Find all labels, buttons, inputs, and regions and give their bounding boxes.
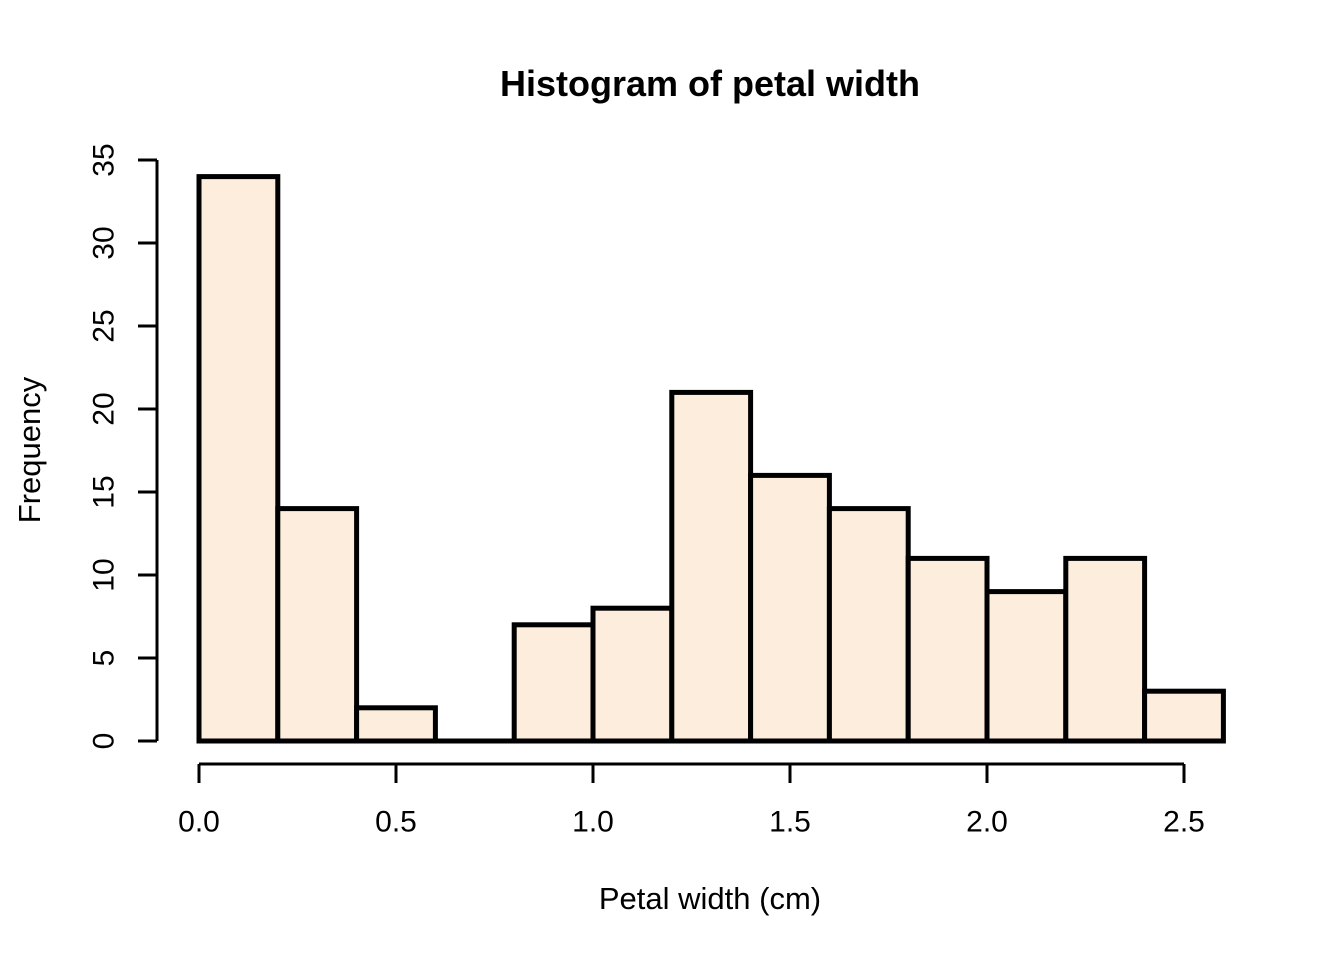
y-tick-label: 5	[88, 650, 121, 667]
histogram-bar	[1142, 688, 1226, 744]
y-tick-label: 30	[88, 226, 121, 259]
histogram-bar	[511, 622, 596, 744]
histogram-bar	[1063, 555, 1148, 744]
y-tick-label: 25	[88, 309, 121, 342]
x-tick-label: 1.0	[572, 806, 614, 839]
x-tick-label: 2.5	[1163, 806, 1205, 839]
histogram-bar	[669, 389, 754, 744]
histogram-bar	[354, 705, 438, 744]
x-tick-label: 1.5	[769, 806, 811, 839]
y-tick-label: 20	[88, 392, 121, 425]
histogram-bar	[196, 174, 281, 744]
y-tick-label: 15	[88, 475, 121, 508]
y-tick-label: 35	[88, 143, 121, 176]
histogram-bar	[826, 506, 911, 744]
histogram-bar	[275, 506, 360, 744]
x-axis-label: Petal width (cm)	[598, 881, 822, 916]
x-tick-label: 0.5	[375, 806, 417, 839]
histogram-bar	[748, 472, 832, 744]
histogram-bar	[905, 555, 990, 744]
histogram-bar	[590, 605, 675, 744]
chart-title: Histogram of petal width	[499, 63, 921, 104]
y-tick-label: 0	[88, 733, 121, 750]
y-tick-label: 10	[88, 558, 121, 591]
x-tick-label: 0.0	[178, 806, 220, 839]
x-tick-label: 2.0	[966, 806, 1008, 839]
histogram-bar	[984, 589, 1069, 744]
